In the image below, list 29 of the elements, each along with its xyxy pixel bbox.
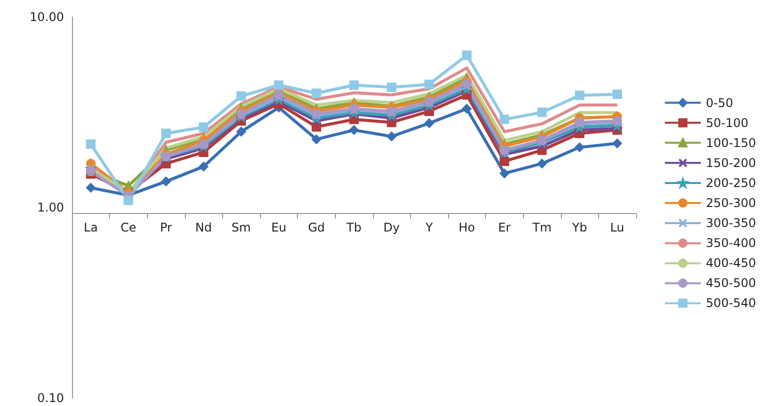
x-tick-label: Gd <box>308 220 325 234</box>
legend-label: 0-50 <box>706 96 734 110</box>
x-tick-label: Dy <box>383 220 400 234</box>
x-tick-label: Y <box>424 220 434 234</box>
x-tick-label: Eu <box>271 220 286 234</box>
y-tick-label: 0.10 <box>37 391 64 405</box>
legend-label: 200-250 <box>706 176 756 190</box>
legend-label: 400-450 <box>706 256 756 270</box>
x-tick-label: La <box>84 220 98 234</box>
legend-label: 150-200 <box>706 156 756 170</box>
x-tick-label: Tm <box>531 220 552 234</box>
x-tick-label: Sm <box>232 220 251 234</box>
x-tick-label: Ho <box>458 220 475 234</box>
legend-label: 450-500 <box>706 276 756 290</box>
legend-label: 50-100 <box>706 116 748 130</box>
x-tick-label: Ce <box>120 220 136 234</box>
x-tick-label: Pr <box>160 220 172 234</box>
x-tick-label: Nd <box>195 220 212 234</box>
legend-label: 100-150 <box>706 136 756 150</box>
y-tick-label: 10.00 <box>30 10 64 24</box>
x-tick-label: Yb <box>571 220 588 234</box>
y-tick-label: 1.00 <box>37 200 64 214</box>
legend-label: 500-540 <box>706 296 756 310</box>
x-tick-label: Er <box>498 220 511 234</box>
legend-label: 300-350 <box>706 216 756 230</box>
legend-label: 250-300 <box>706 196 756 210</box>
x-tick-label: Lu <box>610 220 624 234</box>
legend-label: 350-400 <box>706 236 756 250</box>
x-tick-label: Tb <box>346 220 362 234</box>
